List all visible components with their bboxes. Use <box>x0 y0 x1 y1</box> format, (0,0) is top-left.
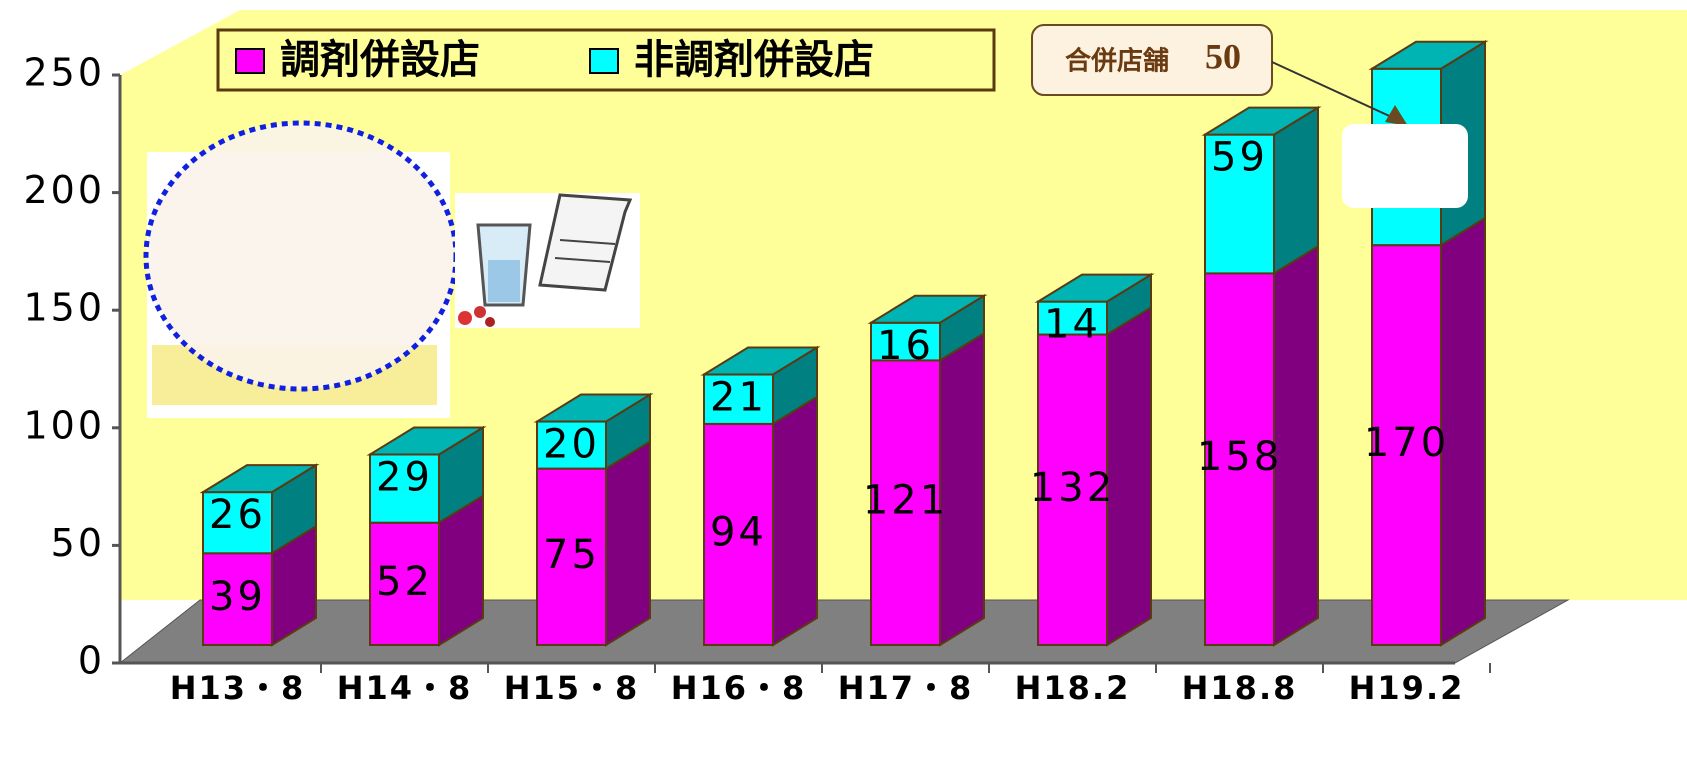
data-label: 21 <box>710 375 767 421</box>
pill <box>458 311 472 325</box>
y-tick-label: 250 <box>23 51 105 95</box>
data-label: 75 <box>543 532 600 578</box>
bar-top <box>700 346 821 376</box>
pill <box>485 317 495 327</box>
bar-top <box>1368 40 1489 70</box>
annotation-value: 50 <box>1205 36 1241 76</box>
annotation-arrow <box>1271 61 1399 121</box>
bar-side <box>605 439 651 647</box>
doc-line <box>554 257 611 263</box>
x-tick-label: H13・8 <box>170 669 306 707</box>
water <box>488 260 520 302</box>
y-tick-label: 50 <box>51 521 105 565</box>
legend-box <box>216 28 996 92</box>
legend-label: 調剤併設店 <box>280 37 480 83</box>
data-label: 59 <box>1211 135 1268 181</box>
data-label: 20 <box>543 422 600 468</box>
data-label: 29 <box>376 454 433 500</box>
pill <box>474 306 486 318</box>
x-tick-label: H19.2 <box>1349 669 1465 707</box>
x-tick-label: H18.2 <box>1015 669 1131 707</box>
plot: 0 50 100 150 200 250 H13・8 39 26 H14・8 52 29 H15・8 75… <box>23 39 1491 707</box>
x-tick-label: H15・8 <box>504 669 640 707</box>
bar-top <box>867 294 988 324</box>
bar-front <box>369 521 440 646</box>
data-label: 16 <box>877 323 934 369</box>
data-label: 39 <box>209 574 266 620</box>
x-tick-label: H14・8 <box>337 669 473 707</box>
data-label: 14 <box>1044 302 1101 348</box>
bar-top <box>199 464 320 494</box>
bar-front <box>536 420 607 470</box>
y-tick-label: 150 <box>23 286 105 330</box>
bar-top <box>1201 106 1322 136</box>
data-label: 52 <box>376 559 433 605</box>
annotation-box <box>1031 24 1273 96</box>
annotation: 合併店舗 50 <box>1031 24 1408 126</box>
doc-line <box>559 239 616 245</box>
legend: 調剤併設店 非調剤併設店 <box>216 28 996 92</box>
bar-top <box>366 426 487 456</box>
bar-front <box>1204 272 1275 646</box>
bar-top <box>1034 273 1155 303</box>
y-tick-label: 0 <box>78 639 105 683</box>
white-box <box>1342 124 1468 208</box>
bar-front <box>202 491 273 555</box>
x-tick-label: H18.8 <box>1182 669 1298 707</box>
data-label: 94 <box>710 509 767 555</box>
dotted-circle <box>143 120 459 392</box>
x-tick-label: H16・8 <box>671 669 807 707</box>
arrow-head <box>1385 105 1408 126</box>
bar-side <box>772 395 818 647</box>
bar-side <box>1273 105 1319 276</box>
y-tick-label: 200 <box>23 168 105 212</box>
legend-label: 非調剤併設店 <box>634 37 874 83</box>
annotation-label: 合併店舗 <box>1065 46 1169 77</box>
bar-front <box>703 422 774 646</box>
data-label: 158 <box>1197 434 1282 480</box>
y-tick-label: 100 <box>23 403 105 447</box>
legend-swatch <box>235 48 265 74</box>
data-label: 170 <box>1364 420 1449 466</box>
data-label: 121 <box>863 478 948 524</box>
clip-art <box>143 120 640 418</box>
floor <box>118 599 1570 664</box>
bar-top <box>533 393 654 423</box>
x-tick-label: H17・8 <box>838 669 974 707</box>
legend-swatch <box>589 48 619 74</box>
bar-front <box>202 552 273 646</box>
data-label: 26 <box>209 492 266 538</box>
data-label: 132 <box>1030 465 1115 511</box>
